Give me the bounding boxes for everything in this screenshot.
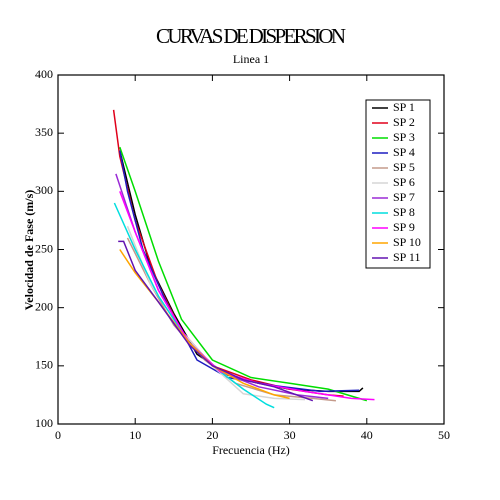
x-tick-label: 30: [284, 428, 296, 442]
x-tick-label: 10: [129, 428, 141, 442]
legend-label: SP 4: [393, 145, 415, 159]
legend-label: SP 5: [393, 160, 415, 174]
legend-label: SP 9: [393, 220, 415, 234]
legend-label: SP 10: [393, 235, 421, 249]
series-line: [119, 146, 368, 402]
y-tick-label: 400: [35, 67, 53, 81]
x-tick-label: 40: [361, 428, 373, 442]
legend-label: SP 8: [393, 205, 415, 219]
x-tick-label: 0: [55, 428, 61, 442]
y-axis-label: Velocidad de Fase (m/s): [22, 190, 36, 311]
chart-subtitle: Linea 1: [233, 52, 269, 66]
series-line: [112, 109, 344, 397]
series-line: [119, 150, 364, 393]
y-tick-label: 300: [35, 183, 53, 197]
series-line: [118, 240, 314, 402]
legend-label: SP 1: [393, 100, 415, 114]
x-axis-label: Frecuencia (Hz): [212, 443, 290, 457]
series-line: [119, 191, 375, 401]
legend-label: SP 7: [393, 190, 415, 204]
y-tick-label: 250: [35, 241, 53, 255]
series-line: [119, 150, 360, 393]
series-line: [119, 249, 290, 400]
legend-label: SP 2: [393, 115, 415, 129]
y-tick-label: 350: [35, 125, 53, 139]
plot-lines: [112, 109, 375, 409]
legend-label: SP 3: [393, 130, 415, 144]
series-line: [126, 225, 306, 401]
legend-box: [365, 99, 431, 269]
legend-label: SP 6: [393, 175, 415, 189]
x-tick-label: 20: [206, 428, 218, 442]
x-tick-label: 50: [438, 428, 450, 442]
chart-title: CURVAS DE DISPERSION: [156, 24, 346, 48]
y-tick-label: 200: [35, 299, 53, 313]
y-tick-label: 150: [35, 358, 53, 372]
legend-label: SP 11: [393, 250, 420, 264]
y-tick-label: 100: [35, 416, 53, 430]
